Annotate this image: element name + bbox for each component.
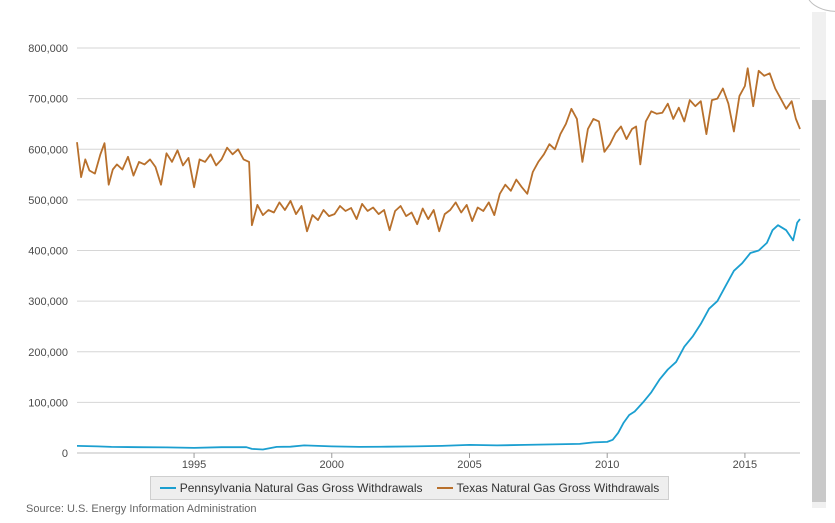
y-tick-label-6: 600,000 [28,144,68,156]
legend-swatch-pennsylvania [159,487,176,489]
y-tick-label-1: 100,000 [28,397,68,409]
legend-swatch-texas [436,487,453,489]
legend-item-texas[interactable]: Texas Natural Gas Gross Withdrawals [436,481,660,495]
x-tick-label-1: 2000 [320,459,344,471]
scrollbar-thumb[interactable] [812,100,826,502]
source-note: Source: U.S. Energy Information Administ… [26,503,257,515]
y-tick-label-4: 400,000 [28,246,68,258]
series-line-texas[interactable] [76,67,801,233]
legend-item-pennsylvania[interactable]: Pennsylvania Natural Gas Gross Withdrawa… [159,481,423,495]
x-tick-label-4: 2015 [733,459,757,471]
gridlines [77,47,800,454]
series-line-pennsylvania[interactable] [76,218,801,451]
legend-label-pennsylvania: Pennsylvania Natural Gas Gross Withdrawa… [179,481,423,495]
y-tick-label-0: 0 [62,448,68,460]
chart-legend: Pennsylvania Natural Gas Gross Withdrawa… [150,476,669,500]
y-tick-label-2: 200,000 [28,347,68,359]
series-layer [76,67,801,451]
x-tick-label-0: 1995 [182,459,206,471]
axes: 0 100,000 200,000 300,000 400,000 500,000 600,… [28,43,757,471]
x-tick-label-3: 2010 [595,459,619,471]
x-tick-label-2: 2005 [457,459,481,471]
y-tick-label-8: 800,000 [28,43,68,55]
y-tick-label-3: 300,000 [28,296,68,308]
legend-label-texas: Texas Natural Gas Gross Withdrawals [456,481,660,495]
y-tick-label-7: 700,000 [28,94,68,106]
y-tick-label-5: 500,000 [28,195,68,207]
